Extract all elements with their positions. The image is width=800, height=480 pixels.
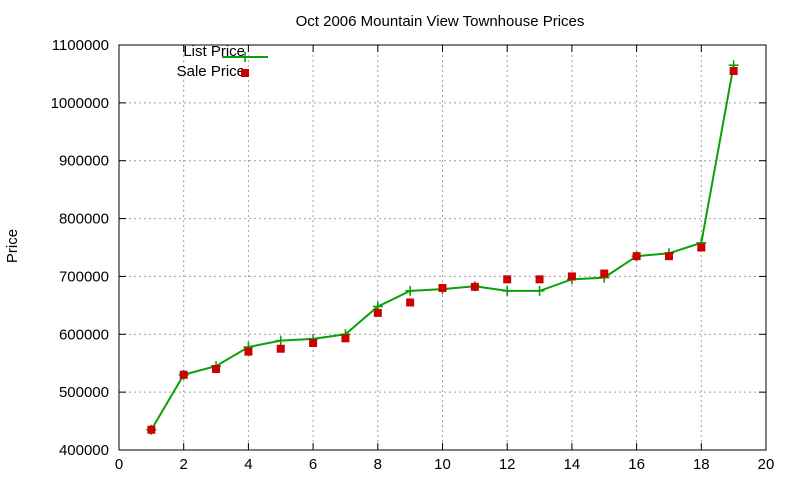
data-point bbox=[406, 298, 415, 307]
y-tick-label: 600000 bbox=[59, 326, 109, 343]
x-tick-label: 14 bbox=[564, 456, 581, 473]
y-tick-label: 500000 bbox=[59, 384, 109, 401]
data-point bbox=[438, 284, 447, 292]
y-tick-label: 700000 bbox=[59, 268, 109, 285]
x-tick-label: 6 bbox=[309, 456, 317, 473]
legend: List Price Sale Price bbox=[177, 43, 268, 80]
data-point bbox=[664, 252, 673, 261]
data-point bbox=[373, 308, 382, 317]
data-point bbox=[503, 275, 512, 284]
x-tick-label: 12 bbox=[499, 456, 516, 473]
data-point bbox=[534, 285, 545, 296]
data-point bbox=[470, 282, 479, 291]
legend-label: Sale Price bbox=[177, 63, 245, 80]
tick-labels: 0 2 4 6 8 10 12 14 16 18 20 400000 500000 600000 70000… bbox=[51, 37, 775, 473]
legend-sample-marker bbox=[240, 52, 250, 62]
x-tick-label: 8 bbox=[374, 456, 382, 473]
y-tick-label: 900000 bbox=[59, 153, 109, 170]
legend-label: List Price bbox=[183, 43, 245, 60]
data-point bbox=[405, 285, 416, 296]
y-tick-label: 1100000 bbox=[52, 37, 109, 54]
y-tick-label: 1000000 bbox=[51, 95, 109, 112]
series-sale-price bbox=[147, 67, 738, 434]
x-tick-label: 4 bbox=[244, 456, 252, 473]
data-series bbox=[146, 60, 739, 435]
x-tick-label: 18 bbox=[693, 456, 710, 473]
grid-lines bbox=[119, 45, 766, 450]
axes bbox=[118, 44, 767, 451]
chart-title: Oct 2006 Mountain View Townhouse Prices bbox=[296, 13, 585, 30]
legend-sample-marker bbox=[241, 69, 249, 77]
y-tick-label: 400000 bbox=[59, 442, 109, 459]
data-point bbox=[212, 365, 221, 373]
data-point bbox=[276, 344, 285, 353]
data-point bbox=[729, 67, 738, 76]
data-point bbox=[697, 243, 706, 252]
data-point bbox=[147, 425, 156, 434]
data-point bbox=[600, 269, 609, 278]
x-tick-label: 0 bbox=[115, 456, 123, 473]
data-point bbox=[632, 252, 641, 261]
data-point bbox=[179, 370, 188, 379]
y-tick-label: 800000 bbox=[59, 211, 109, 228]
data-point bbox=[341, 334, 350, 343]
data-point bbox=[309, 338, 318, 347]
x-tick-label: 10 bbox=[434, 456, 451, 473]
x-tick-label: 2 bbox=[180, 456, 188, 473]
y-axis-label: Price bbox=[4, 229, 21, 263]
data-point bbox=[535, 275, 544, 284]
data-point bbox=[502, 285, 513, 296]
data-point bbox=[567, 272, 576, 281]
data-point bbox=[275, 335, 286, 346]
x-tick-label: 16 bbox=[628, 456, 645, 473]
data-point bbox=[244, 347, 253, 356]
x-tick-label: 20 bbox=[758, 456, 775, 473]
